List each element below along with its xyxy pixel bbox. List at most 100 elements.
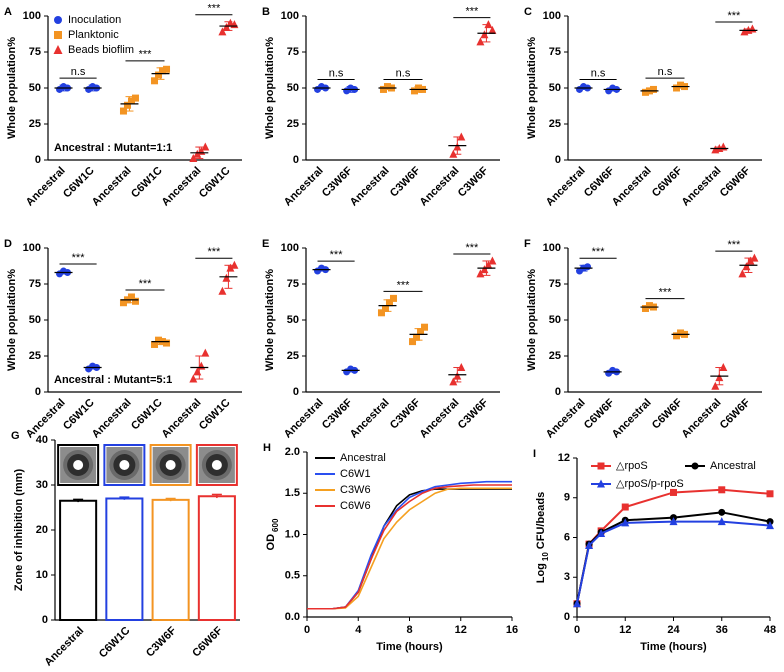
marker [711, 381, 720, 390]
plate-image [149, 444, 192, 486]
marker [621, 503, 629, 511]
x-tick-label: Ancestral [680, 397, 724, 441]
x-tick-label: C3W6F [388, 396, 423, 431]
y-tick-label: 0 [555, 154, 561, 166]
x-axis-label: Time (hours) [376, 641, 443, 653]
x-tick-label: 0 [574, 624, 580, 636]
y-tick-label: 50 [287, 82, 299, 94]
x-tick-label: C6W1C [129, 397, 165, 433]
marker [718, 508, 726, 516]
marker [488, 25, 497, 34]
y-tick-label: 100 [23, 242, 41, 254]
marker [230, 260, 239, 269]
x-tick-label: C6W1C [61, 397, 97, 433]
x-tick-label: C6W6F [718, 396, 753, 431]
marker [750, 253, 759, 262]
bar [105, 497, 144, 621]
marker [163, 65, 171, 73]
x-tick-label: Ancestral [160, 165, 204, 209]
marker [718, 486, 726, 494]
marker [189, 374, 198, 383]
marker [670, 488, 677, 496]
panel-label: A [4, 6, 12, 18]
y-axis-label: Zone of inhibition (mm) [13, 469, 25, 592]
y-tick-label: 75 [549, 278, 561, 290]
x-tick-label: C3W6F [320, 396, 355, 431]
significance-label: *** [465, 6, 479, 18]
significance-label: *** [139, 278, 153, 290]
y-tick-label: 25 [29, 350, 41, 362]
marker [197, 361, 206, 370]
marker [131, 94, 139, 102]
y-tick-label: 1.0 [285, 528, 300, 540]
y-tick-label: 3 [564, 571, 570, 583]
marker [218, 286, 227, 295]
x-tick-label: Ancestral [348, 397, 392, 441]
line [576, 520, 771, 604]
bar [197, 495, 236, 621]
y-tick-label: 10 [36, 569, 48, 581]
x-tick-label: 12 [455, 624, 467, 636]
line [576, 488, 771, 604]
x-axis-label: Time (hours) [640, 641, 707, 653]
legend-marker [597, 479, 605, 488]
legend-label: Beads bioflim [68, 44, 134, 56]
bar [59, 499, 98, 621]
x-tick-label: Ancestral [544, 397, 588, 441]
significance-label: *** [465, 242, 479, 254]
x-tick-label: C3W6F [456, 396, 491, 431]
x-tick-label: 48 [764, 624, 776, 636]
marker [218, 27, 227, 36]
x-tick-label: Ancestral [680, 165, 724, 209]
panel-label: B [262, 6, 270, 18]
y-tick-label: 100 [23, 10, 41, 22]
marker [389, 294, 397, 302]
marker [585, 540, 594, 549]
x-tick-label: C6W6F [190, 624, 225, 659]
panel-label: C [524, 6, 532, 18]
y-axis-label-part: Log [535, 563, 547, 583]
x-tick-label: 8 [406, 624, 412, 636]
legend-label: △rpoS/p-rpoS [616, 478, 684, 490]
annotation: Ancestral : Mutant=1:1 [54, 142, 172, 154]
marker [151, 340, 159, 348]
y-tick-label: 0 [42, 614, 48, 626]
y-axis-label-part: 600 [271, 518, 280, 532]
legend-label: C3W6 [340, 484, 371, 496]
marker [155, 336, 163, 344]
y-tick-label: 50 [549, 82, 561, 94]
y-tick-label: 0 [564, 611, 570, 623]
marker [201, 142, 210, 151]
marker [155, 71, 163, 79]
x-tick-label: Ancestral [282, 397, 326, 441]
marker [738, 269, 747, 278]
line [307, 484, 512, 610]
significance-label: n.s [396, 67, 411, 79]
panel-label: D [4, 238, 12, 250]
significance-label: n.s [591, 67, 606, 79]
y-tick-label: 50 [29, 82, 41, 94]
x-tick-label: C6W1C [197, 165, 233, 201]
x-tick-label: C3W6F [388, 164, 423, 199]
plate-image [57, 444, 100, 486]
panel-label: F [524, 238, 531, 250]
y-axis-label-part: 10 [541, 552, 550, 561]
significance-label: *** [207, 246, 221, 258]
y-tick-label: 75 [287, 46, 299, 58]
x-tick-label: Ancestral [348, 165, 392, 209]
y-axis-label-part: OD [265, 534, 277, 551]
legend-marker [53, 45, 63, 54]
significance-label: *** [659, 287, 673, 299]
y-tick-label: 40 [36, 434, 48, 446]
legend-label: Planktonic [68, 29, 119, 41]
y-tick-label: 0 [35, 154, 41, 166]
y-tick-label: 25 [287, 118, 299, 130]
y-tick-label: 75 [29, 278, 41, 290]
significance-label: n.s [329, 67, 344, 79]
y-tick-label: 0 [293, 386, 299, 398]
marker [119, 107, 127, 115]
significance-label: n.s [71, 66, 86, 78]
marker [119, 299, 127, 307]
panel-label: I [533, 448, 536, 460]
marker [163, 339, 171, 347]
